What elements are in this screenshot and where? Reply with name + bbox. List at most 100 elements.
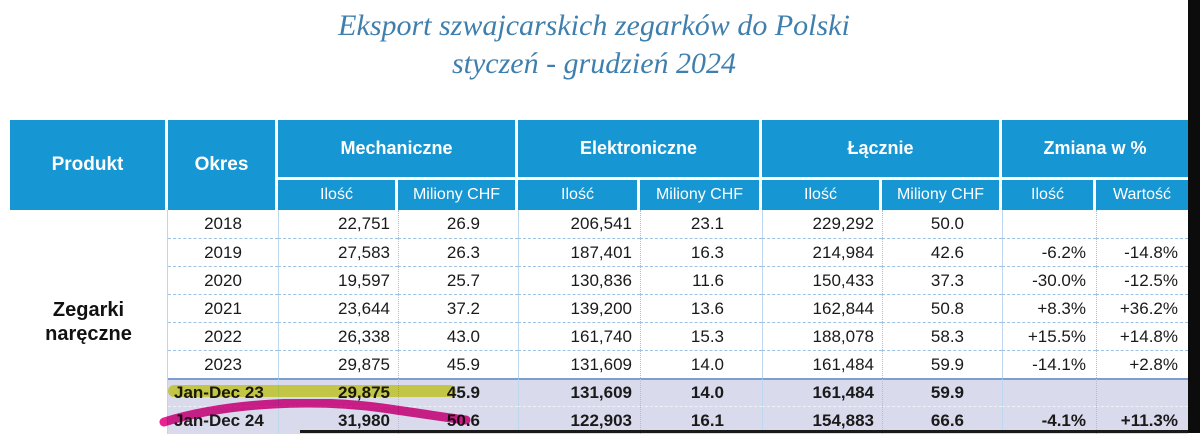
value-cell: 16.1	[640, 406, 762, 434]
value-cell: 29,875	[278, 350, 398, 378]
subheader-elek-chf: Miliony CHF	[640, 180, 762, 210]
value-cell: 14.0	[640, 350, 762, 378]
table-row-2019: 2019 27,583 26.3 187,401 16.3 214,984 42…	[168, 238, 1188, 266]
chart-title-line1: Eksport szwajcarskich zegarków do Polski	[338, 9, 850, 42]
value-cell: 25.7	[398, 266, 518, 294]
period-cell: Jan-Dec 24	[168, 406, 278, 434]
header-group-zmiana: Zmiana w %	[1002, 120, 1188, 180]
value-cell: +15.5%	[1002, 322, 1096, 350]
table-row-2023: 2023 29,875 45.9 131,609 14.0 161,484 59…	[168, 350, 1188, 378]
value-cell: 130,836	[518, 266, 640, 294]
value-cell: 122,903	[518, 406, 640, 434]
value-cell: 59.9	[882, 350, 1002, 378]
table-row-2020: 2020 19,597 25.7 130,836 11.6 150,433 37…	[168, 266, 1188, 294]
value-cell: +36.2%	[1096, 294, 1188, 322]
bottom-frame-line	[300, 430, 1188, 433]
value-cell	[1096, 210, 1188, 238]
subheader-elek-ilosc: Ilość	[518, 180, 640, 210]
value-cell: 162,844	[762, 294, 882, 322]
value-cell	[1002, 378, 1096, 406]
value-cell: 50.8	[882, 294, 1002, 322]
value-cell: 26.9	[398, 210, 518, 238]
value-cell: 50.0	[882, 210, 1002, 238]
value-cell: 131,609	[518, 350, 640, 378]
period-cell: 2020	[168, 266, 278, 294]
value-cell: 42.6	[882, 238, 1002, 266]
value-cell: +11.3%	[1096, 406, 1188, 434]
product-cell: Zegarki naręczne	[10, 210, 168, 434]
value-cell: 229,292	[762, 210, 882, 238]
value-cell: 16.3	[640, 238, 762, 266]
table-row-2022: 2022 26,338 43.0 161,740 15.3 188,078 58…	[168, 322, 1188, 350]
value-cell: 15.3	[640, 322, 762, 350]
table-row-2021: 2021 23,644 37.2 139,200 13.6 162,844 50…	[168, 294, 1188, 322]
value-cell: 59.9	[882, 378, 1002, 406]
value-cell: 37.2	[398, 294, 518, 322]
value-cell: 58.3	[882, 322, 1002, 350]
value-cell: -14.8%	[1096, 238, 1188, 266]
subheader-mech-chf: Miliony CHF	[398, 180, 518, 210]
header-group-mechaniczne: Mechaniczne	[278, 120, 518, 180]
value-cell: +2.8%	[1096, 350, 1188, 378]
table-row-jan-dec-23: Jan-Dec 23 29,875 45.9 131,609 14.0 161,…	[168, 378, 1188, 406]
header-group-elektroniczne: Elektroniczne	[518, 120, 762, 180]
period-cell: 2018	[204, 214, 242, 233]
value-cell	[1002, 210, 1096, 238]
period-cell: 2023	[168, 350, 278, 378]
table-body: Zegarki naręczne 2018 22,751 26.9 206,54…	[10, 210, 1188, 434]
value-cell: 45.9	[398, 350, 518, 378]
value-cell: 27,583	[278, 238, 398, 266]
value-cell: 37.3	[882, 266, 1002, 294]
value-cell: 22,751	[278, 210, 398, 238]
period-cell: 2021	[168, 294, 278, 322]
value-cell: 13.6	[640, 294, 762, 322]
screen-edge-bar	[1188, 0, 1200, 433]
value-cell: 26.3	[398, 238, 518, 266]
chart-title: Eksport szwajcarskich zegarków do Polski…	[0, 7, 1188, 83]
value-cell: -14.1%	[1002, 350, 1096, 378]
value-cell: 187,401	[518, 238, 640, 266]
period-cell: Jan-Dec 23	[168, 378, 278, 406]
header-produkt: Produkt	[10, 120, 168, 210]
value-cell: 154,883	[762, 406, 882, 434]
subheader-lacz-ilosc: Ilość	[762, 180, 882, 210]
value-cell: +14.8%	[1096, 322, 1188, 350]
header-okres: Okres	[168, 120, 278, 210]
value-cell: 150,433	[762, 266, 882, 294]
value-cell: 131,609	[518, 378, 640, 406]
subheader-zmiana-wartosc: Wartość	[1096, 180, 1188, 210]
value-cell: 206,541	[518, 210, 640, 238]
value-cell: 23.1	[640, 210, 762, 238]
subheader-mech-ilosc: Ilość	[278, 180, 398, 210]
table-header: Produkt Okres Mechaniczne Elektroniczne …	[10, 120, 1188, 210]
value-cell: 19,597	[278, 266, 398, 294]
header-group-lacznie: Łącznie	[762, 120, 1002, 180]
value-cell: -4.1%	[1002, 406, 1096, 434]
value-cell: 161,484	[762, 378, 882, 406]
value-cell: 161,484	[762, 350, 882, 378]
value-cell	[1096, 378, 1188, 406]
value-cell: 26,338	[278, 322, 398, 350]
value-cell: 11.6	[640, 266, 762, 294]
value-cell: 29,875	[278, 378, 398, 406]
subheader-zmiana-ilosc: Ilość	[1002, 180, 1096, 210]
export-table: Produkt Okres Mechaniczne Elektroniczne …	[10, 120, 1188, 434]
table-row-2018: 2018 22,751 26.9 206,541 23.1 229,292 50…	[168, 210, 1188, 238]
period-cell: 2022	[168, 322, 278, 350]
chart-title-line2: styczeń - grudzień 2024	[451, 47, 737, 80]
value-cell: 188,078	[762, 322, 882, 350]
value-cell: 161,740	[518, 322, 640, 350]
value-cell: -6.2%	[1002, 238, 1096, 266]
value-cell: +8.3%	[1002, 294, 1096, 322]
value-cell: 45.9	[398, 378, 518, 406]
value-cell: 139,200	[518, 294, 640, 322]
period-cell: 2019	[168, 238, 278, 266]
value-cell: 14.0	[640, 378, 762, 406]
value-cell: 43.0	[398, 322, 518, 350]
subheader-lacz-chf: Miliony CHF	[882, 180, 1002, 210]
value-cell: 214,984	[762, 238, 882, 266]
value-cell: -12.5%	[1096, 266, 1188, 294]
value-cell: 66.6	[882, 406, 1002, 434]
table-rows: 2018 22,751 26.9 206,541 23.1 229,292 50…	[168, 210, 1188, 434]
value-cell: 23,644	[278, 294, 398, 322]
